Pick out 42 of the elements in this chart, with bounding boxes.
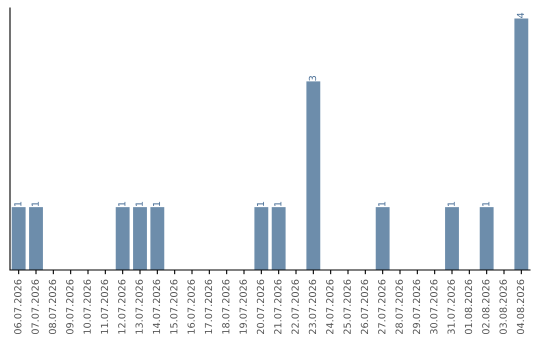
x-tick-label: 19.07.2026 xyxy=(239,280,247,334)
x-tick-label: 11.07.2026 xyxy=(100,280,108,334)
x-tick-label: 01.08.2026 xyxy=(464,280,472,334)
x-tick-label: 25.07.2026 xyxy=(343,280,351,334)
x-tick-label: 16.07.2026 xyxy=(187,280,195,334)
x-tick-label: 30.07.2026 xyxy=(430,280,438,334)
x-tick-label: 27.07.2026 xyxy=(378,280,386,334)
x-tick-label: 07.07.2026 xyxy=(31,280,39,334)
data-label: 1 xyxy=(14,202,22,206)
x-tick-label: 20.07.2026 xyxy=(256,280,264,334)
x-tick-label: 28.07.2026 xyxy=(395,280,403,334)
data-label: 1 xyxy=(136,202,143,206)
x-tick-label: 26.07.2026 xyxy=(360,280,368,334)
x-tick-label: 04.08.2026 xyxy=(516,280,524,334)
data-label: 1 xyxy=(448,202,455,206)
x-tick-label: 09.07.2026 xyxy=(66,280,74,334)
x-tick-label: 13.07.2026 xyxy=(135,280,143,334)
data-label: 1 xyxy=(32,202,39,206)
data-label: 4 xyxy=(516,12,524,18)
x-tick-label: 08.07.2026 xyxy=(48,280,56,334)
x-tick-label: 15.07.2026 xyxy=(170,280,178,334)
x-tick-label: 12.07.2026 xyxy=(118,280,126,334)
x-tick-label: 10.07.2026 xyxy=(83,280,91,334)
x-tick-label: 29.07.2026 xyxy=(412,280,420,334)
data-label: 1 xyxy=(274,202,282,206)
data-label: 1 xyxy=(256,202,264,206)
x-tick-label: 18.07.2026 xyxy=(222,280,230,334)
x-tick-label: 31.07.2026 xyxy=(447,280,455,334)
data-label: 1 xyxy=(378,202,386,206)
data-label: 3 xyxy=(308,76,316,81)
x-tick-label: 17.07.2026 xyxy=(204,280,212,334)
x-tick-label: 06.07.2026 xyxy=(14,280,22,334)
x-tick-label: 02.08.2026 xyxy=(482,280,490,334)
data-label: 1 xyxy=(118,202,126,206)
x-tick-label: 14.07.2026 xyxy=(152,280,160,334)
x-tick-label: 22.07.2026 xyxy=(291,280,299,334)
data-label: 1 xyxy=(152,202,160,206)
x-tick-label: 23.07.2026 xyxy=(308,280,316,334)
x-tick-label: 24.07.2026 xyxy=(326,280,334,334)
x-tick-label: 03.08.2026 xyxy=(499,280,507,334)
x-tick-label: 21.07.2026 xyxy=(274,280,282,334)
data-label: 1 xyxy=(482,202,490,206)
